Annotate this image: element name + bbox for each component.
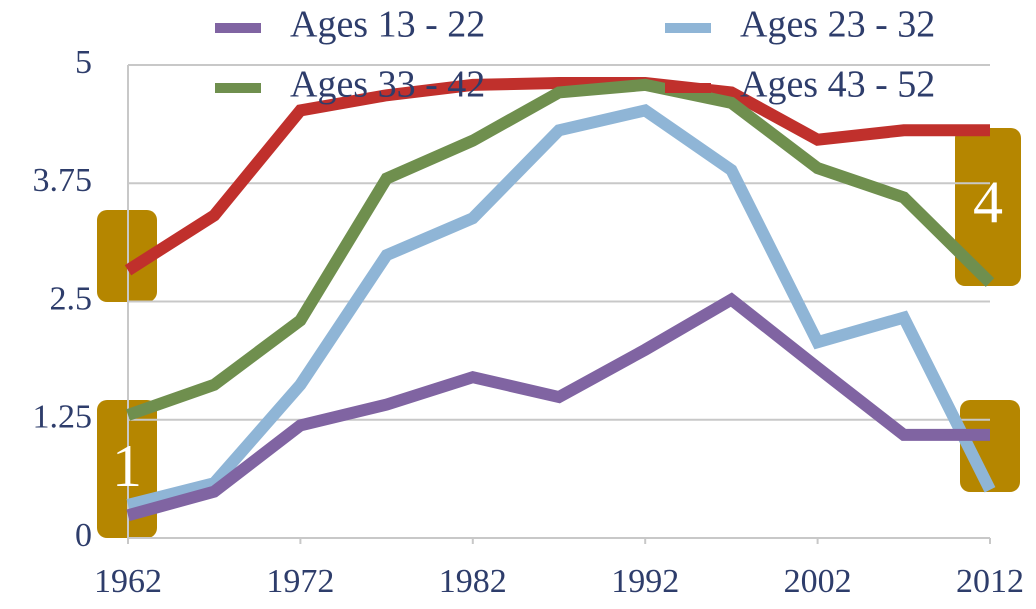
annotation: 1 — [112, 433, 142, 499]
legend-label: Ages 33 - 42 — [290, 64, 485, 106]
x-tick-label: 1992 — [611, 563, 679, 600]
data-line — [126, 103, 996, 511]
x-tick-label: 2012 — [956, 563, 1024, 600]
y-tick-label: 5 — [75, 44, 92, 81]
y-tick-label: 2.5 — [50, 280, 93, 317]
legend-label: Ages 23 - 32 — [740, 4, 935, 46]
legend-label: Ages 43 - 52 — [740, 64, 935, 106]
x-tick-label: 1962 — [94, 563, 162, 600]
data-line — [126, 292, 990, 522]
highlight-box — [955, 128, 1021, 286]
x-tick-label: 1972 — [266, 563, 334, 600]
y-tick-label: 3.75 — [33, 162, 93, 199]
y-tick-label: 1.25 — [33, 399, 93, 436]
x-tick-label: 2002 — [784, 563, 852, 600]
data-line — [126, 78, 995, 421]
data-line — [124, 76, 990, 276]
y-tick-label: 0 — [75, 517, 92, 554]
x-tick-label: 1982 — [439, 563, 507, 600]
legend-label: Ages 13 - 22 — [290, 4, 485, 46]
annotation: 4 — [973, 169, 1003, 235]
